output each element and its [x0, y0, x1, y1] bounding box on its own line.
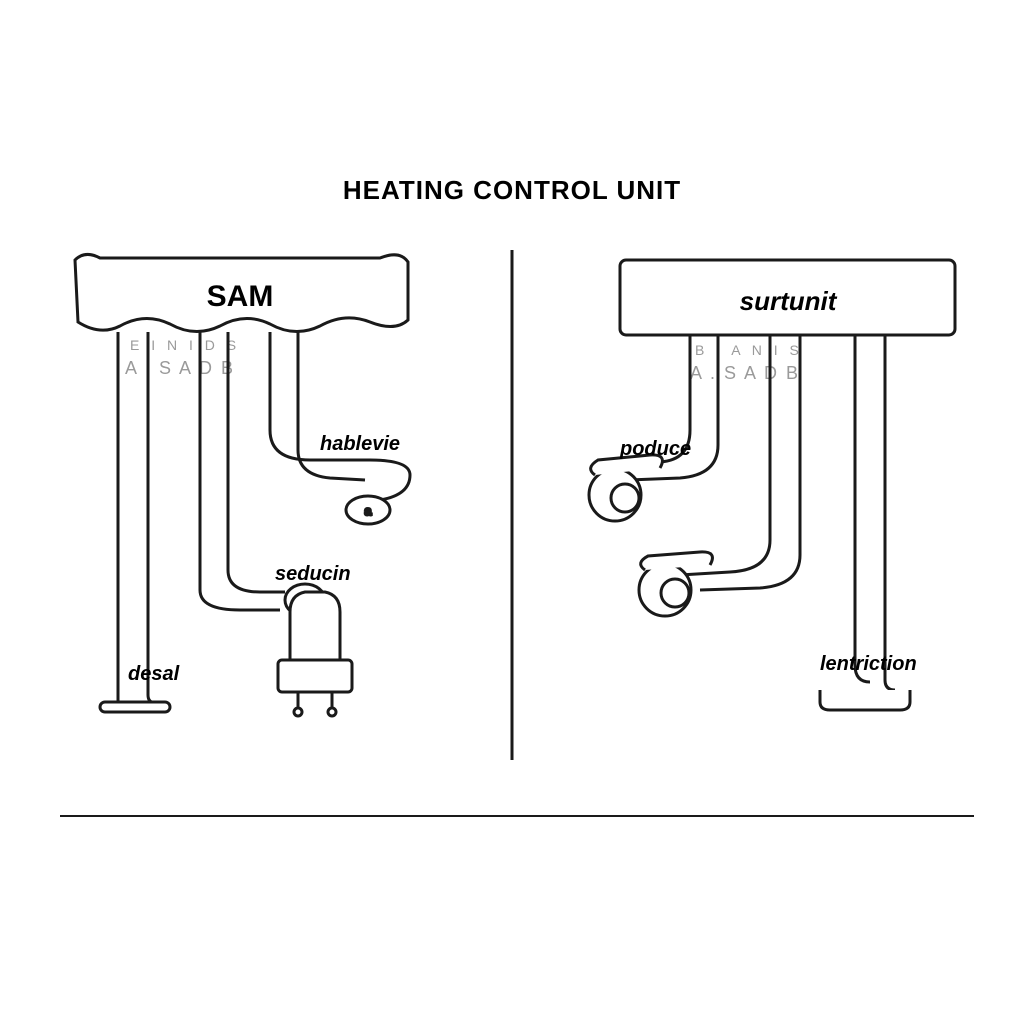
- seducin-label: seducin: [275, 563, 351, 585]
- desal-label: desal: [128, 663, 180, 685]
- right-box-label: surtunit: [740, 286, 838, 316]
- left-ports-row2: A . S A D B: [125, 358, 235, 378]
- lentriction-label: lentriction: [820, 653, 917, 675]
- right-unit-box: surtunit: [620, 260, 955, 335]
- left-wires: a 2: [100, 332, 410, 716]
- right-ports-row1: B I A N I S: [695, 342, 803, 358]
- bottom-border-line: [60, 815, 974, 817]
- hablevie-marker: a: [365, 504, 372, 518]
- left-unit-box: SAM: [75, 254, 408, 331]
- diagram-svg: SAM E I N I D S A . S A D B a 2: [0, 0, 1024, 1024]
- left-box-label: SAM: [207, 280, 274, 313]
- diagram-canvas: HEATING CONTROL UNIT SAM E I N I D S A .…: [0, 0, 1024, 1024]
- right-ports-row2: A . S A D B: [690, 363, 800, 383]
- poduce-label: poduce: [619, 438, 691, 460]
- hablevie-label: hablevie: [320, 433, 400, 455]
